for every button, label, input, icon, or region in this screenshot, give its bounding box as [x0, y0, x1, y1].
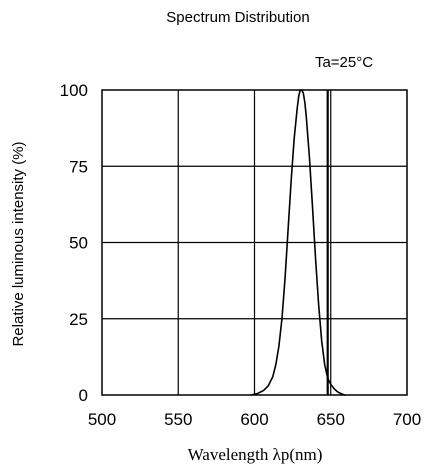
- spectrum-series-line-0: [250, 89, 346, 396]
- y-tick-label-25: 25: [69, 310, 88, 329]
- y-axis-label: Relative luminous intensity (%): [10, 141, 27, 346]
- y-tick-label-0: 0: [79, 386, 88, 405]
- x-tick-label-650: 650: [317, 410, 345, 429]
- x-tick-label-550: 550: [164, 410, 192, 429]
- y-tick-label-50: 50: [69, 234, 88, 253]
- x-tick-label-600: 600: [240, 410, 268, 429]
- x-axis-label: Wavelength λp(nm): [188, 445, 323, 464]
- x-tick-label-700: 700: [393, 410, 421, 429]
- y-tick-label-75: 75: [69, 157, 88, 176]
- temperature-annotation: Ta=25°C: [315, 54, 373, 71]
- tick-layer: 500 550 600 650 700 0 25 50 75 100: [60, 81, 422, 429]
- x-tick-label-500: 500: [88, 410, 116, 429]
- chart-title: Spectrum Distribution: [166, 9, 309, 26]
- plot-layer: [250, 89, 346, 396]
- grid-layer: [101, 89, 408, 396]
- y-tick-label-100: 100: [60, 81, 88, 100]
